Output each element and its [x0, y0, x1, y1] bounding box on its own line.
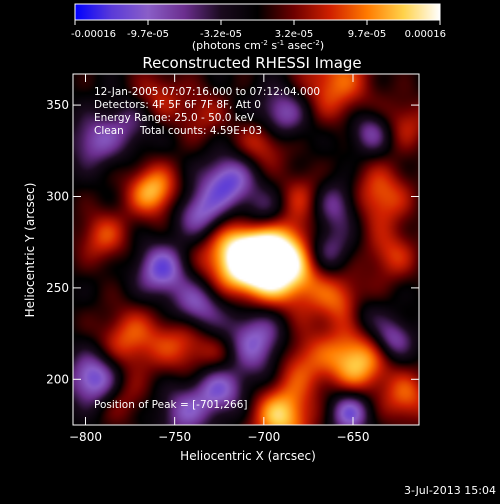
y-tick-label: 200 [46, 372, 69, 386]
y-tick-label: 350 [46, 98, 69, 112]
colorbar-tick-label: -9.7e-05 [127, 29, 169, 40]
colorbar-tick-label: -0.00016 [71, 29, 116, 40]
info-clean: Clean [94, 125, 124, 137]
x-tick-label: −700 [247, 430, 280, 444]
axis-ticks: −800 −750 −700 −650 200 250 300 350 [46, 74, 419, 444]
info-total-counts: Total counts: 4.59E+03 [139, 125, 262, 137]
colorbar-tick-label: 3.2e-05 [275, 29, 313, 40]
plot-frame [72, 73, 420, 426]
colorbar-tick-label: 0.00016 [405, 29, 446, 40]
x-axis-label: Heliocentric X (arcsec) [180, 449, 316, 463]
footer-timestamp: 3-Jul-2013 15:04 [403, 484, 496, 497]
colorbar-tick-label: -3.2e-05 [200, 29, 242, 40]
y-tick-label: 300 [46, 189, 69, 203]
info-time-range: 12-Jan-2005 07:07:16.000 to 07:12:04.000 [94, 86, 320, 98]
y-axis-label: Heliocentric Y (arcsec) [23, 183, 37, 318]
x-tick-label: −800 [69, 430, 102, 444]
heatmap-image [73, 74, 419, 425]
chart-title: Reconstructed RHESSI Image [142, 54, 361, 72]
colorbar-units: (photons cm-2 s-1 asec-2) [192, 39, 324, 52]
y-tick-label: 250 [46, 281, 69, 295]
colorbar-tick-label: 9.7e-05 [348, 29, 386, 40]
info-energy-range: Energy Range: 25.0 - 50.0 keV [94, 112, 255, 124]
colorbar [74, 3, 441, 21]
x-tick-label: −750 [158, 430, 191, 444]
colorbar-ticks: -0.00016 -9.7e-05 -3.2e-05 3.2e-05 9.7e-05 0.… [71, 20, 446, 40]
x-tick-label: −650 [337, 430, 370, 444]
info-detectors: Detectors: 4F 5F 6F 7F 8F, Att 0 [94, 99, 261, 111]
info-block: 12-Jan-2005 07:07:16.000 to 07:12:04.000… [94, 86, 320, 411]
info-peak-position: Position of Peak = [-701,266] [94, 399, 248, 411]
